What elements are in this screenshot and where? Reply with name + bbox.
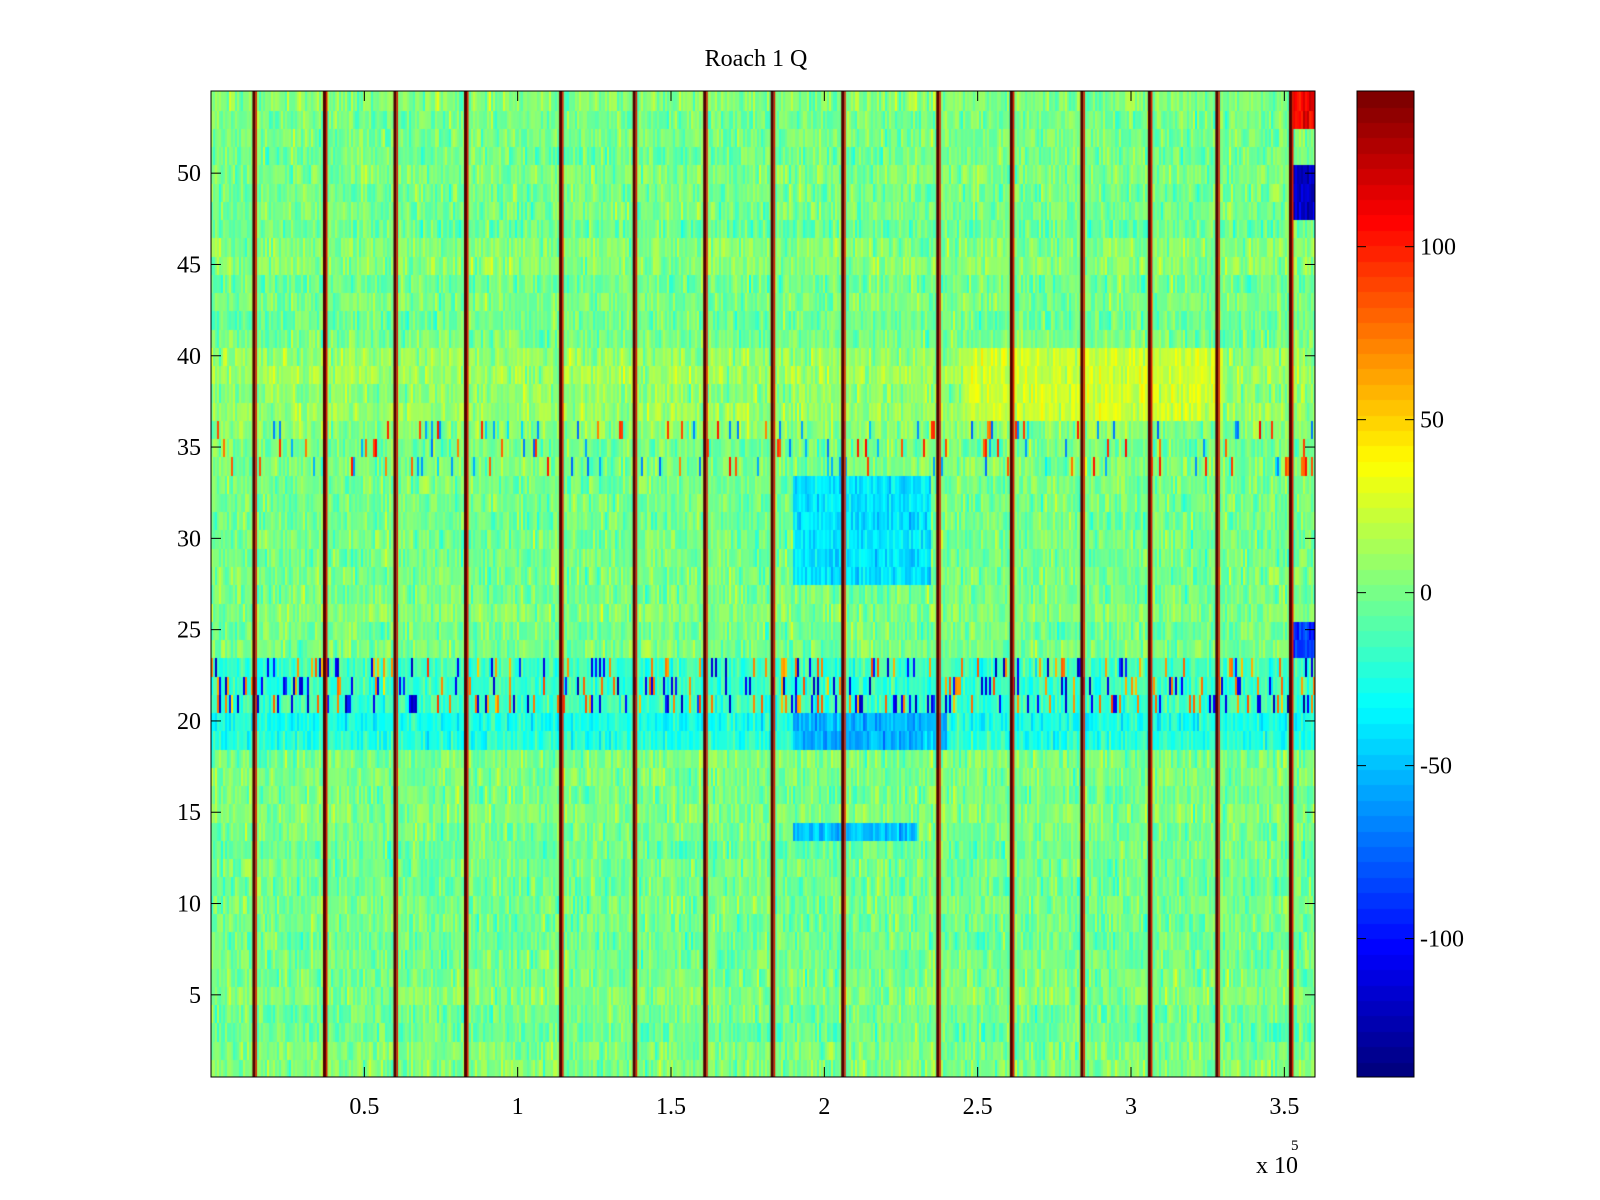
- colorbar-frame: [1356, 90, 1415, 1078]
- colorbar-ticks: 100 50 0 -50 -100: [1357, 235, 1464, 953]
- heatmap-surface: [211, 91, 1315, 1077]
- colorbar-tick-label: 100: [1420, 235, 1456, 261]
- y-tick-label: 40: [177, 344, 201, 370]
- x-tick-label: 0.5: [349, 1094, 379, 1120]
- y-axis: 5 10 15 20 25 30 35 40 45 50: [177, 161, 1315, 1009]
- x-tick-label: 1: [512, 1094, 524, 1120]
- x-tick-label: 2.5: [963, 1094, 993, 1120]
- y-tick-label: 50: [177, 161, 201, 187]
- y-tick-label: 5: [189, 983, 201, 1009]
- x-tick-label: 3.5: [1269, 1094, 1299, 1120]
- colorbar-gradient: [1357, 91, 1414, 1077]
- colorbar-tick-label: -50: [1420, 754, 1452, 780]
- colorbar-tick-label: 50: [1420, 408, 1444, 434]
- colorbar-tick-label: 0: [1420, 581, 1432, 607]
- x-axis: 0.5 1 1.5 2 2.5 3 3.5: [349, 91, 1299, 1120]
- colorbar: 100 50 0 -50 -100: [1356, 90, 1464, 1078]
- x-tick-label: 1.5: [656, 1094, 686, 1120]
- x-tick-label: 3: [1125, 1094, 1137, 1120]
- chart-title: Roach 1 Q: [705, 46, 808, 72]
- x-exponent-power: 5: [1291, 1138, 1299, 1154]
- plot-frame: [210, 90, 1316, 1078]
- colorbar-tick-label: -100: [1420, 927, 1464, 953]
- y-tick-label: 10: [177, 892, 201, 918]
- y-tick-label: 20: [177, 709, 201, 735]
- y-tick-label: 45: [177, 252, 201, 278]
- y-tick-label: 30: [177, 526, 201, 552]
- x-exponent-base: x 10: [1256, 1153, 1298, 1179]
- y-tick-label: 35: [177, 435, 201, 461]
- y-tick-label: 15: [177, 800, 201, 826]
- y-tick-label: 25: [177, 618, 201, 644]
- x-tick-label: 2: [818, 1094, 830, 1120]
- x-axis-exponent: x 10 5: [1256, 1138, 1299, 1179]
